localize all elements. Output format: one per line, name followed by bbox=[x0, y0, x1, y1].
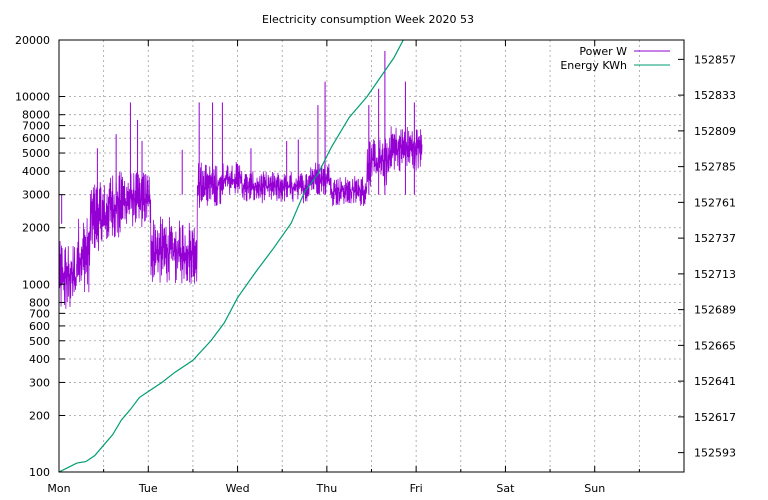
grid-layer bbox=[59, 40, 684, 472]
y-left-tick-label: 400 bbox=[29, 353, 50, 366]
axes-layer: Mon Tue Wed Thu Fri Sat Sun1002003004005006007… bbox=[15, 34, 736, 495]
y-right-tick-label: 152809 bbox=[694, 125, 736, 138]
y-right-tick-label: 152641 bbox=[694, 375, 736, 388]
y-left-tick-label: 200 bbox=[29, 409, 50, 422]
y-right-tick-label: 152857 bbox=[694, 53, 736, 66]
y-left-tick-label: 8000 bbox=[22, 109, 50, 122]
y-right-tick-label: 152665 bbox=[694, 339, 736, 352]
y-right-tick-label: 152713 bbox=[694, 268, 736, 281]
y-left-tick-label: 3000 bbox=[22, 189, 50, 202]
y-left-tick-label: 700 bbox=[29, 307, 50, 320]
x-tick-label: Sun bbox=[584, 482, 605, 495]
y-left-tick-label: 600 bbox=[29, 320, 50, 333]
y-left-tick-label: 300 bbox=[29, 376, 50, 389]
y-left-tick-label: 5000 bbox=[22, 147, 50, 160]
y-right-tick-label: 152593 bbox=[694, 447, 736, 460]
x-tick-label: Sat bbox=[496, 482, 515, 495]
series-power-line bbox=[59, 126, 423, 309]
y-left-tick-label: 1000 bbox=[22, 278, 50, 291]
x-tick-label: Thu bbox=[316, 482, 338, 495]
y-right-tick-label: 152617 bbox=[694, 411, 736, 424]
series-energy-line bbox=[59, 40, 404, 472]
y-right-tick-label: 152785 bbox=[694, 161, 736, 174]
series-layer bbox=[59, 40, 423, 472]
x-tick-label: Mon bbox=[47, 482, 70, 495]
x-tick-label: Tue bbox=[138, 482, 158, 495]
legend-label-power: Power W bbox=[579, 45, 627, 58]
y-left-tick-label: 4000 bbox=[22, 165, 50, 178]
y-left-tick-label: 7000 bbox=[22, 120, 50, 133]
y-right-tick-label: 152737 bbox=[694, 232, 736, 245]
y-right-tick-label: 152833 bbox=[694, 89, 736, 102]
x-tick-label: Fri bbox=[410, 482, 423, 495]
y-left-tick-label: 6000 bbox=[22, 132, 50, 145]
y-right-tick-label: 152689 bbox=[694, 304, 736, 317]
y-left-tick-label: 500 bbox=[29, 335, 50, 348]
legend-label-energy: Energy KWh bbox=[560, 59, 627, 72]
y-left-tick-label: 800 bbox=[29, 296, 50, 309]
x-tick-label: Wed bbox=[226, 482, 250, 495]
y-left-tick-label: 100 bbox=[29, 466, 50, 479]
y-left-tick-label: 20000 bbox=[15, 34, 50, 47]
y-left-tick-label: 10000 bbox=[15, 91, 50, 104]
legend: Power W Energy KWh bbox=[560, 45, 670, 72]
y-right-tick-label: 152761 bbox=[694, 196, 736, 209]
y-left-tick-label: 2000 bbox=[22, 222, 50, 235]
chart-title: Electricity consumption Week 2020 53 bbox=[262, 13, 474, 26]
